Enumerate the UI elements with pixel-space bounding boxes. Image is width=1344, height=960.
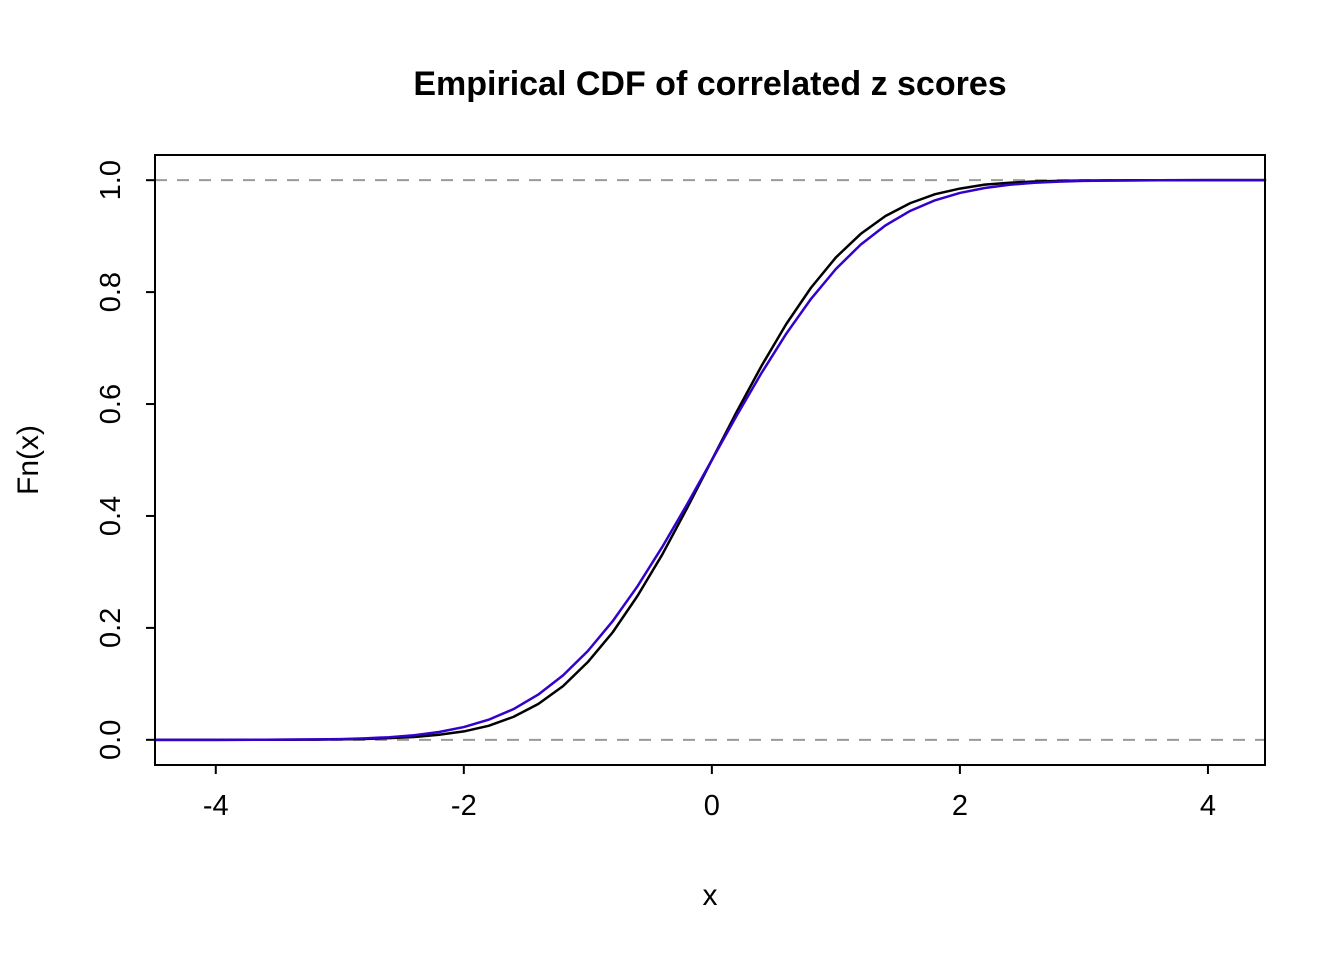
y-tick-label: 0.6 (95, 384, 127, 424)
series-empirical-cdf (153, 178, 1267, 742)
y-axis-label: Fn(x) (12, 425, 45, 495)
series-normal-cdf (153, 178, 1267, 742)
y-tick-label: 0.2 (95, 608, 127, 648)
x-tick-label: -2 (451, 790, 477, 822)
y-tick-label: 0.0 (95, 720, 127, 760)
y-tick-label: 1.0 (95, 160, 127, 200)
x-tick-label: 4 (1200, 790, 1216, 822)
x-axis-label: x (703, 879, 718, 912)
plot-box (154, 154, 1266, 766)
reference-lines-group (155, 179, 1265, 741)
x-tick-label: 2 (952, 790, 968, 822)
axes-group: -4 -2 0 2 4 0.0 0.2 0.4 0.6 0.8 1.0 (95, 160, 1216, 822)
y-tick-label: 0.8 (95, 272, 127, 312)
x-tick-label: -4 (203, 790, 229, 822)
y-tick-label: 0.4 (95, 496, 127, 536)
x-tick-label: 0 (704, 790, 720, 822)
chart-title: Empirical CDF of correlated z scores (413, 65, 1006, 103)
series-group (153, 178, 1267, 742)
